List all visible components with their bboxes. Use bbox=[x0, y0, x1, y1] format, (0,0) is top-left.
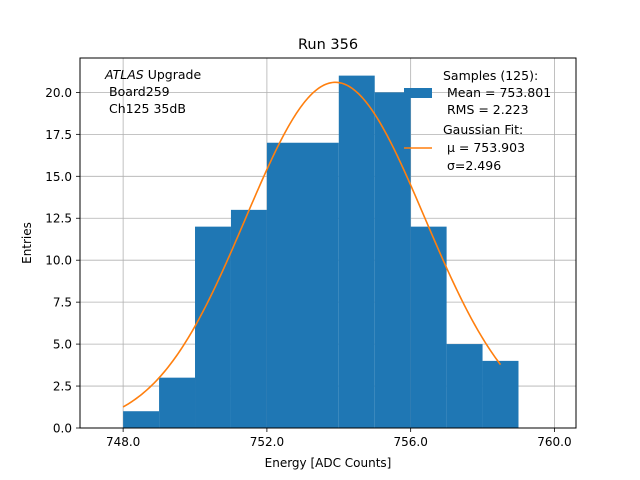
legend-fit-line-2: μ = 753.903 bbox=[443, 140, 525, 155]
y-tick-label-3: 7.5 bbox=[53, 296, 72, 310]
y-tick-label-6: 15.0 bbox=[45, 170, 72, 184]
y-tick-label-2: 5.0 bbox=[53, 338, 72, 352]
histogram-bar-6 bbox=[374, 92, 411, 428]
legend-hist-line-1: Samples (125): bbox=[443, 68, 538, 83]
chart-title: Run 356 bbox=[298, 37, 358, 53]
y-tick-label-1: 2.5 bbox=[53, 380, 72, 394]
annotation-atlas: ATLAS bbox=[104, 67, 144, 82]
histogram-bar-3 bbox=[230, 209, 267, 428]
histogram-bar-7 bbox=[410, 226, 447, 428]
legend-hist-swatch bbox=[404, 88, 432, 98]
y-axis-ticks: 0.0 2.5 5.0 7.5 10.0 12.5 15.0 17.5 20.0 bbox=[45, 86, 80, 436]
annotation-line-1: ATLAS Upgrade bbox=[104, 67, 201, 82]
legend: Samples (125): Mean = 753.801 RMS = 2.22… bbox=[404, 68, 551, 173]
histogram-bar-8 bbox=[446, 344, 483, 428]
histogram-bar-0 bbox=[123, 411, 160, 428]
histogram-bar-5 bbox=[338, 75, 375, 428]
x-tick-label-3: 760.0 bbox=[537, 435, 571, 449]
y-tick-label-4: 10.0 bbox=[45, 254, 72, 268]
legend-hist-line-3: RMS = 2.223 bbox=[443, 102, 529, 117]
plot-frame bbox=[79, 57, 577, 429]
gaussian-fit bbox=[122, 81, 502, 408]
y-tick-label-0: 0.0 bbox=[53, 422, 72, 436]
y-tick-label-5: 12.5 bbox=[45, 212, 72, 226]
x-tick-label-2: 756.0 bbox=[393, 435, 427, 449]
legend-fit-line-1: Gaussian Fit: bbox=[443, 122, 523, 137]
annotation-line-2: Board259 bbox=[109, 84, 170, 99]
histogram-bar-9 bbox=[482, 360, 519, 428]
histogram-bars bbox=[123, 75, 519, 428]
x-tick-label-0: 748.0 bbox=[106, 435, 140, 449]
x-axis-label: Energy [ADC Counts] bbox=[265, 456, 392, 470]
histogram-bar-4 bbox=[266, 142, 339, 428]
histogram-bar-1 bbox=[159, 377, 196, 428]
x-tick-label-1: 752.0 bbox=[250, 435, 284, 449]
legend-fit-line-3: σ=2.496 bbox=[443, 158, 501, 173]
annotation-line-3: Ch125 35dB bbox=[109, 101, 186, 116]
histogram-bar-2 bbox=[195, 226, 231, 428]
y-tick-label-7: 17.5 bbox=[45, 128, 72, 142]
gaussian-fit-curve bbox=[122, 81, 502, 408]
x-axis-ticks: 748.0 752.0 756.0 760.0 bbox=[106, 428, 572, 449]
y-tick-label-8: 20.0 bbox=[45, 86, 72, 100]
legend-hist-line-2: Mean = 753.801 bbox=[443, 85, 551, 100]
annotation-upgrade: Upgrade bbox=[144, 67, 202, 82]
atlas-annotation: ATLAS Upgrade Board259 Ch125 35dB bbox=[104, 67, 201, 116]
y-axis-label: Entries bbox=[20, 222, 34, 264]
